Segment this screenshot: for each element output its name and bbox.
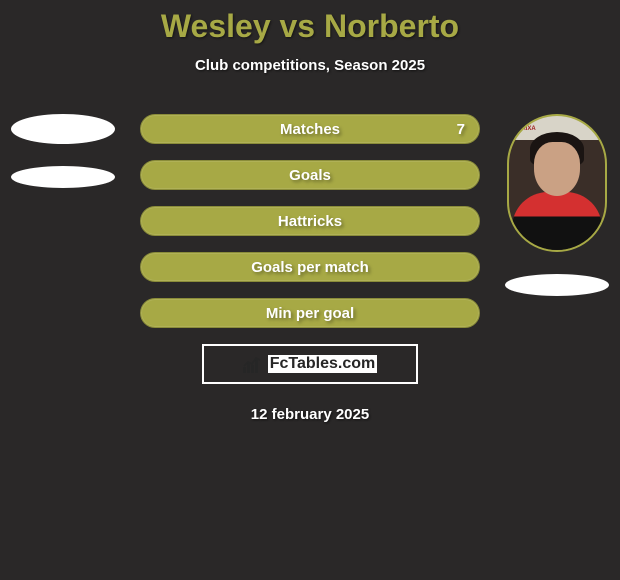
stat-bars-container: Matches 7 Goals Hattricks Goals per matc… [140, 114, 480, 423]
player-right-column: CAIXA [502, 114, 612, 296]
footer-date: 12 february 2025 [140, 406, 480, 423]
page-subtitle: Club competitions, Season 2025 [0, 57, 620, 74]
brand-box: FcTables.com [202, 344, 418, 384]
stat-value-right: 7 [457, 121, 465, 138]
player-left-avatar-placeholder [11, 114, 115, 144]
page-title: Wesley vs Norberto [0, 0, 620, 45]
brand-logo-icon [243, 355, 265, 373]
stat-bar-min-per-goal: Min per goal [140, 298, 480, 328]
player-right-team-placeholder [505, 274, 609, 296]
avatar-banner-text: CAIXA [517, 126, 536, 132]
stat-label: Matches [280, 121, 340, 138]
player-left-team-placeholder [11, 166, 115, 188]
stat-label: Goals per match [251, 259, 369, 276]
stat-label: Hattricks [278, 213, 342, 230]
player-right-avatar: CAIXA [507, 114, 607, 252]
stat-label: Goals [289, 167, 331, 184]
stat-label: Min per goal [266, 305, 354, 322]
stat-bar-goals-per-match: Goals per match [140, 252, 480, 282]
avatar-head-shape [534, 142, 580, 196]
player-left-column [8, 114, 118, 188]
brand-text: FcTables.com [268, 355, 378, 373]
stat-bar-goals: Goals [140, 160, 480, 190]
stat-bar-matches: Matches 7 [140, 114, 480, 144]
avatar-body-shape [512, 192, 602, 250]
stat-bar-hattricks: Hattricks [140, 206, 480, 236]
